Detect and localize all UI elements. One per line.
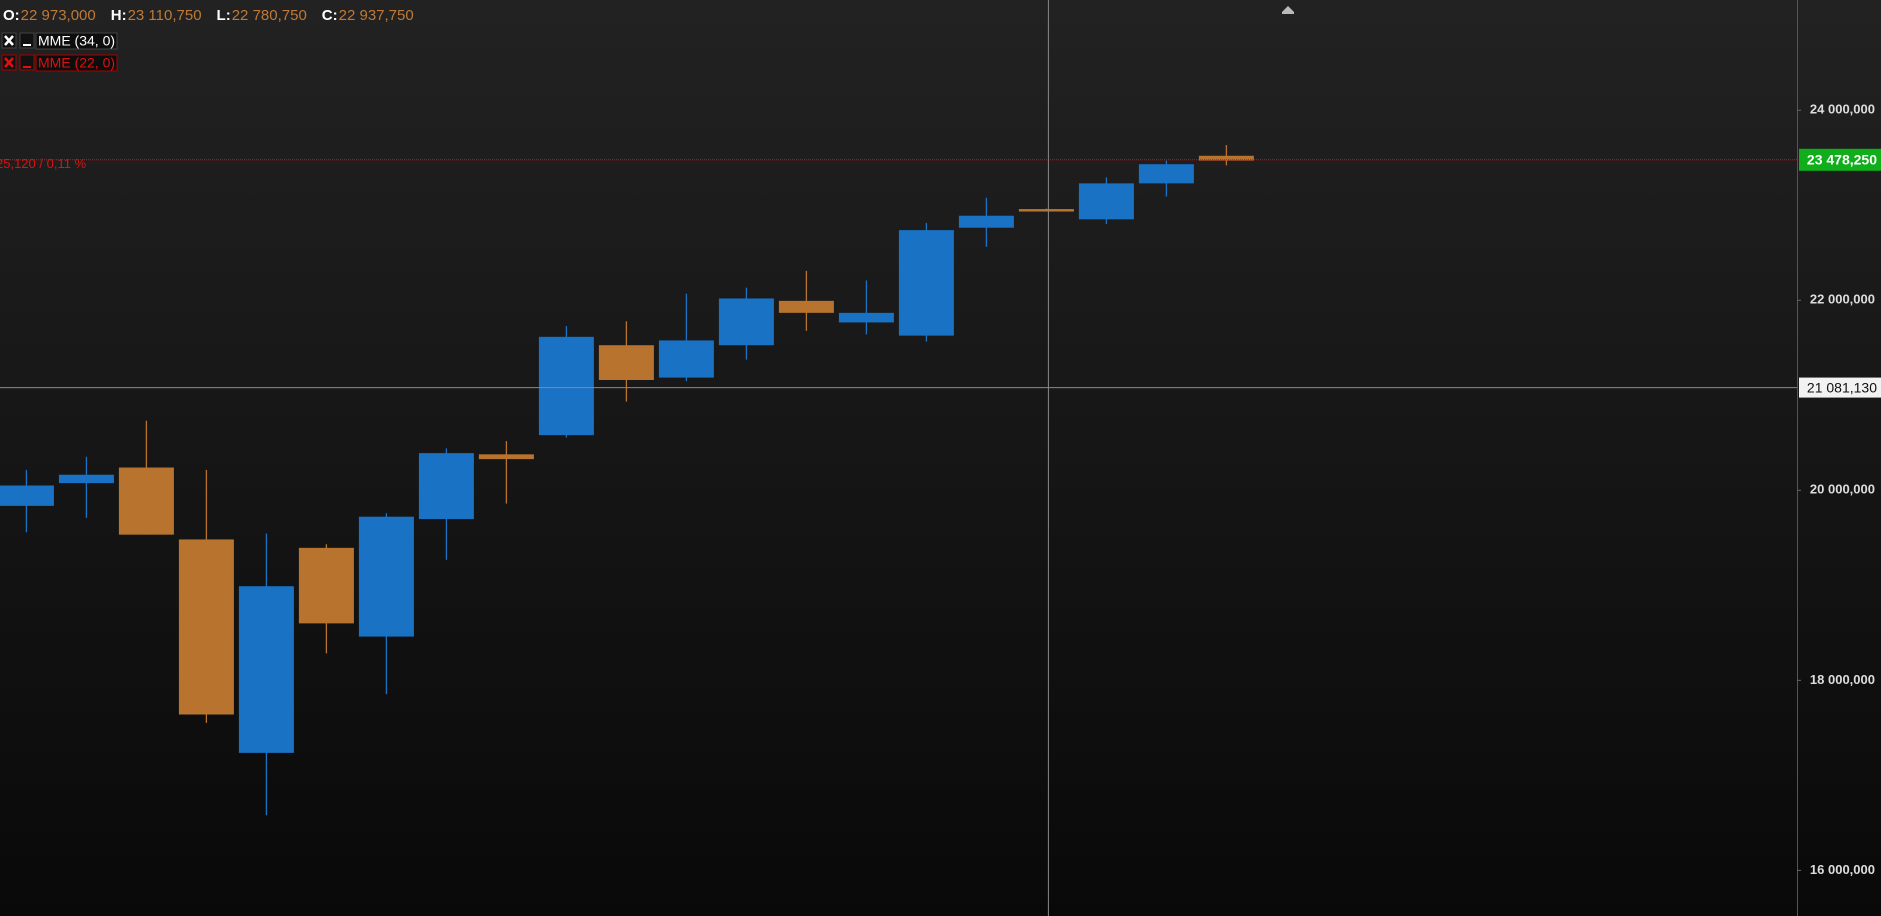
indicator-box[interactable]: [35, 32, 118, 50]
close-icon: [4, 57, 14, 68]
price-change: 25,120 / 0,11 %: [0, 156, 87, 171]
legend: MME (34, 0) MME (22, 0): [1, 32, 118, 72]
candle-body: [0, 485, 54, 506]
ohlc-value: 22 780,750: [232, 7, 307, 24]
ohlc-label: O:: [3, 7, 20, 24]
candle-body: [178, 539, 234, 715]
last-price-badge: [1799, 148, 1881, 171]
candle-body: [718, 298, 774, 346]
home-icon[interactable]: [1282, 6, 1294, 14]
crosshair-badge: [1799, 377, 1881, 398]
candle-body: [838, 312, 894, 323]
candle-body: [1198, 155, 1254, 161]
y-tick-label: 20 000,000: [1810, 482, 1875, 497]
candle-body: [358, 516, 414, 637]
ohlc-label: H:: [111, 7, 127, 24]
candle-body: [58, 474, 114, 484]
candle-body: [298, 547, 354, 624]
candle-body: [118, 467, 174, 535]
indicator-name: MME (34, 0): [38, 33, 115, 49]
candle-body: [1078, 183, 1134, 220]
indicator-box[interactable]: [35, 54, 118, 72]
y-tick-label: 24 000,000: [1810, 102, 1875, 117]
ohlc-value: 23 110,750: [128, 7, 202, 24]
close-icon: [4, 35, 14, 46]
candle-body: [958, 215, 1014, 228]
ohlc-value: 22 937,750: [339, 7, 414, 24]
candle-body: [598, 345, 654, 380]
last-price-label: 23 478,250: [1807, 152, 1877, 168]
candle-body: [1138, 164, 1194, 184]
y-tick-label: 22 000,000: [1810, 292, 1875, 307]
candle-body: [898, 230, 954, 336]
candle-body: [418, 453, 474, 520]
candle-body: [538, 336, 594, 436]
candle-body: [478, 454, 534, 460]
y-tick-label: 16 000,000: [1810, 862, 1875, 877]
indicator-name: MME (22, 0): [38, 55, 115, 71]
candle-body: [658, 340, 714, 378]
ohlc-label: C:: [322, 7, 338, 24]
y-tick-label: 18 000,000: [1810, 672, 1875, 687]
crosshair-label: 21 081,130: [1807, 379, 1877, 395]
candle-body: [238, 586, 294, 753]
candle-body: [1018, 209, 1074, 212]
ohlc-label: L:: [217, 7, 231, 24]
ohlc-value: 22 973,000: [21, 7, 96, 24]
candle-body: [778, 300, 834, 313]
